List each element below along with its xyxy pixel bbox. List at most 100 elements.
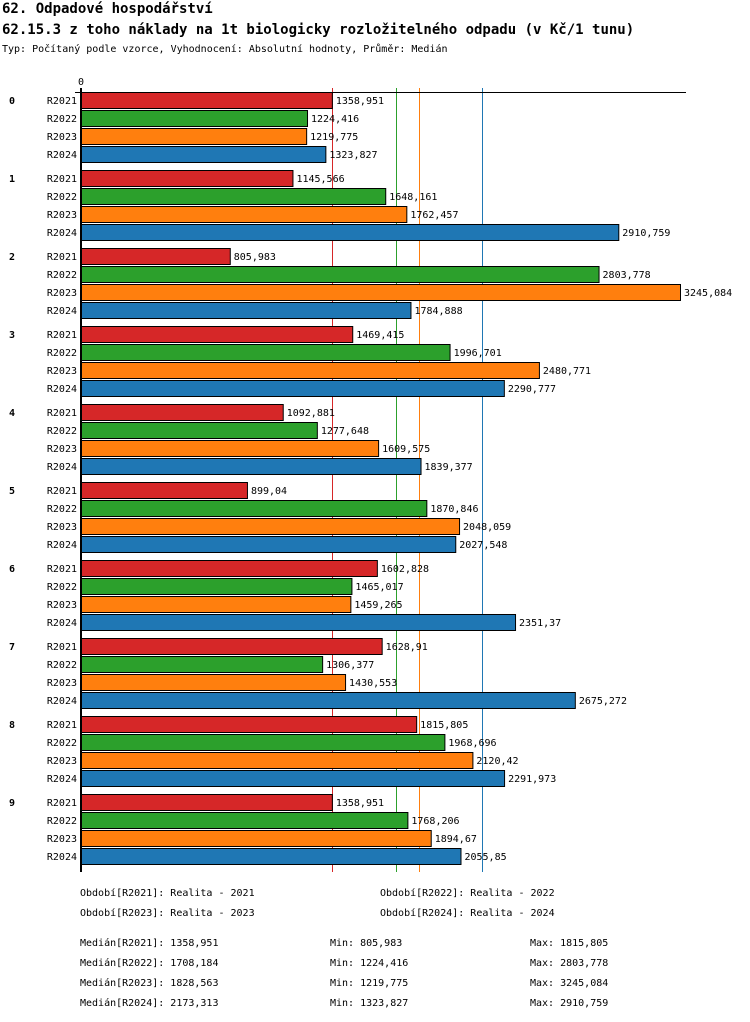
min-r2021: Min: 805,983 bbox=[330, 938, 403, 949]
data-label: 2480,771 bbox=[543, 366, 591, 377]
series-label: R2022 bbox=[47, 660, 77, 671]
series-label: R2023 bbox=[47, 288, 77, 299]
max-r2023: Max: 3245,084 bbox=[530, 978, 609, 989]
bar-r2024 bbox=[81, 146, 327, 163]
series-label: R2022 bbox=[47, 348, 77, 359]
bar-r2024 bbox=[81, 380, 505, 397]
data-label: 1145,566 bbox=[296, 174, 344, 185]
series-label: R2023 bbox=[47, 444, 77, 455]
series-label: R2021 bbox=[47, 408, 77, 419]
series-label: R2021 bbox=[47, 486, 77, 497]
data-label: 1358,951 bbox=[336, 96, 384, 107]
series-label: R2024 bbox=[47, 150, 77, 161]
data-label: 1430,553 bbox=[349, 678, 397, 689]
data-label: 2910,759 bbox=[622, 228, 670, 239]
min-r2022: Min: 1224,416 bbox=[330, 958, 409, 969]
data-label: 1323,827 bbox=[329, 150, 377, 161]
bar-r2023 bbox=[81, 440, 380, 457]
legend-r2023: Období[R2023]: Realita - 2023 bbox=[80, 908, 255, 919]
series-label: R2024 bbox=[47, 228, 77, 239]
data-label: 1358,951 bbox=[336, 798, 384, 809]
series-label: R2022 bbox=[47, 816, 77, 827]
data-label: 2120,42 bbox=[476, 756, 518, 767]
bar-r2022 bbox=[81, 344, 451, 361]
series-label: R2023 bbox=[47, 678, 77, 689]
series-label: R2022 bbox=[47, 270, 77, 281]
bar-r2021 bbox=[81, 326, 354, 343]
bar-r2024 bbox=[81, 458, 422, 475]
data-label: 2027,548 bbox=[459, 540, 507, 551]
bar-r2024 bbox=[81, 692, 576, 709]
bar-r2024 bbox=[81, 302, 412, 319]
bar-r2024 bbox=[81, 770, 506, 787]
category-label: 2 bbox=[9, 252, 15, 263]
legend-r2021: Období[R2021]: Realita - 2021 bbox=[80, 888, 255, 899]
data-label: 1628,91 bbox=[386, 642, 428, 653]
chart-subtitle: 62.15.3 z toho náklady na 1t biologicky … bbox=[2, 22, 635, 38]
bar-r2022 bbox=[81, 422, 318, 439]
max-r2024: Max: 2910,759 bbox=[530, 998, 609, 1009]
bar-r2023 bbox=[81, 362, 540, 379]
data-label: 1968,696 bbox=[448, 738, 496, 749]
series-label: R2022 bbox=[47, 426, 77, 437]
bar-r2023 bbox=[81, 128, 308, 145]
series-label: R2021 bbox=[47, 96, 77, 107]
bar-r2023 bbox=[81, 206, 408, 223]
series-label: R2024 bbox=[47, 384, 77, 395]
data-label: 2291,973 bbox=[508, 774, 556, 785]
series-label: R2021 bbox=[47, 252, 77, 263]
series-label: R2021 bbox=[47, 330, 77, 341]
bar-r2022 bbox=[81, 734, 446, 751]
data-label: 2351,37 bbox=[519, 618, 561, 629]
series-label: R2021 bbox=[47, 720, 77, 731]
category-label: 3 bbox=[9, 330, 15, 341]
bar-r2021 bbox=[81, 638, 383, 655]
series-label: R2023 bbox=[47, 756, 77, 767]
series-label: R2021 bbox=[47, 798, 77, 809]
series-label: R2023 bbox=[47, 132, 77, 143]
data-label: 1648,161 bbox=[389, 192, 437, 203]
bar-r2024 bbox=[81, 614, 517, 631]
bar-r2023 bbox=[81, 518, 461, 535]
data-label: 1784,888 bbox=[414, 306, 462, 317]
data-label: 1609,575 bbox=[382, 444, 430, 455]
legend-r2022: Období[R2022]: Realita - 2022 bbox=[380, 888, 555, 899]
chart-info: Typ: Počítaný podle vzorce, Vyhodnocení:… bbox=[2, 44, 448, 55]
data-label: 1465,017 bbox=[355, 582, 403, 593]
bar-r2022 bbox=[81, 188, 387, 205]
x-tick-label: 0 bbox=[78, 77, 84, 88]
category-label: 6 bbox=[9, 564, 15, 575]
category-label: 4 bbox=[9, 408, 15, 419]
max-r2022: Max: 2803,778 bbox=[530, 958, 609, 969]
series-label: R2023 bbox=[47, 522, 77, 533]
min-r2023: Min: 1219,775 bbox=[330, 978, 409, 989]
data-label: 2675,272 bbox=[579, 696, 627, 707]
data-label: 1219,775 bbox=[310, 132, 358, 143]
bar-r2023 bbox=[81, 596, 352, 613]
series-label: R2022 bbox=[47, 504, 77, 515]
data-label: 1762,457 bbox=[410, 210, 458, 221]
data-label: 1996,701 bbox=[454, 348, 502, 359]
data-label: 1839,377 bbox=[425, 462, 473, 473]
data-label: 899,04 bbox=[251, 486, 287, 497]
bar-r2022 bbox=[81, 500, 428, 517]
category-label: 0 bbox=[9, 96, 15, 107]
category-label: 8 bbox=[9, 720, 15, 731]
data-label: 1224,416 bbox=[311, 114, 359, 125]
series-label: R2022 bbox=[47, 738, 77, 749]
data-label: 805,983 bbox=[234, 252, 276, 263]
data-label: 1602,828 bbox=[381, 564, 429, 575]
data-label: 1768,206 bbox=[411, 816, 459, 827]
data-label: 1469,415 bbox=[356, 330, 404, 341]
series-label: R2021 bbox=[47, 174, 77, 185]
bar-r2024 bbox=[81, 848, 462, 865]
page-title: 62. Odpadové hospodářství bbox=[2, 1, 213, 17]
median-r2024: Medián[R2024]: 2173,313 bbox=[80, 998, 219, 1009]
data-label: 1815,805 bbox=[420, 720, 468, 731]
series-label: R2024 bbox=[47, 852, 77, 863]
series-label: R2023 bbox=[47, 366, 77, 377]
bar-r2022 bbox=[81, 812, 409, 829]
series-label: R2024 bbox=[47, 462, 77, 473]
data-label: 1092,881 bbox=[287, 408, 335, 419]
